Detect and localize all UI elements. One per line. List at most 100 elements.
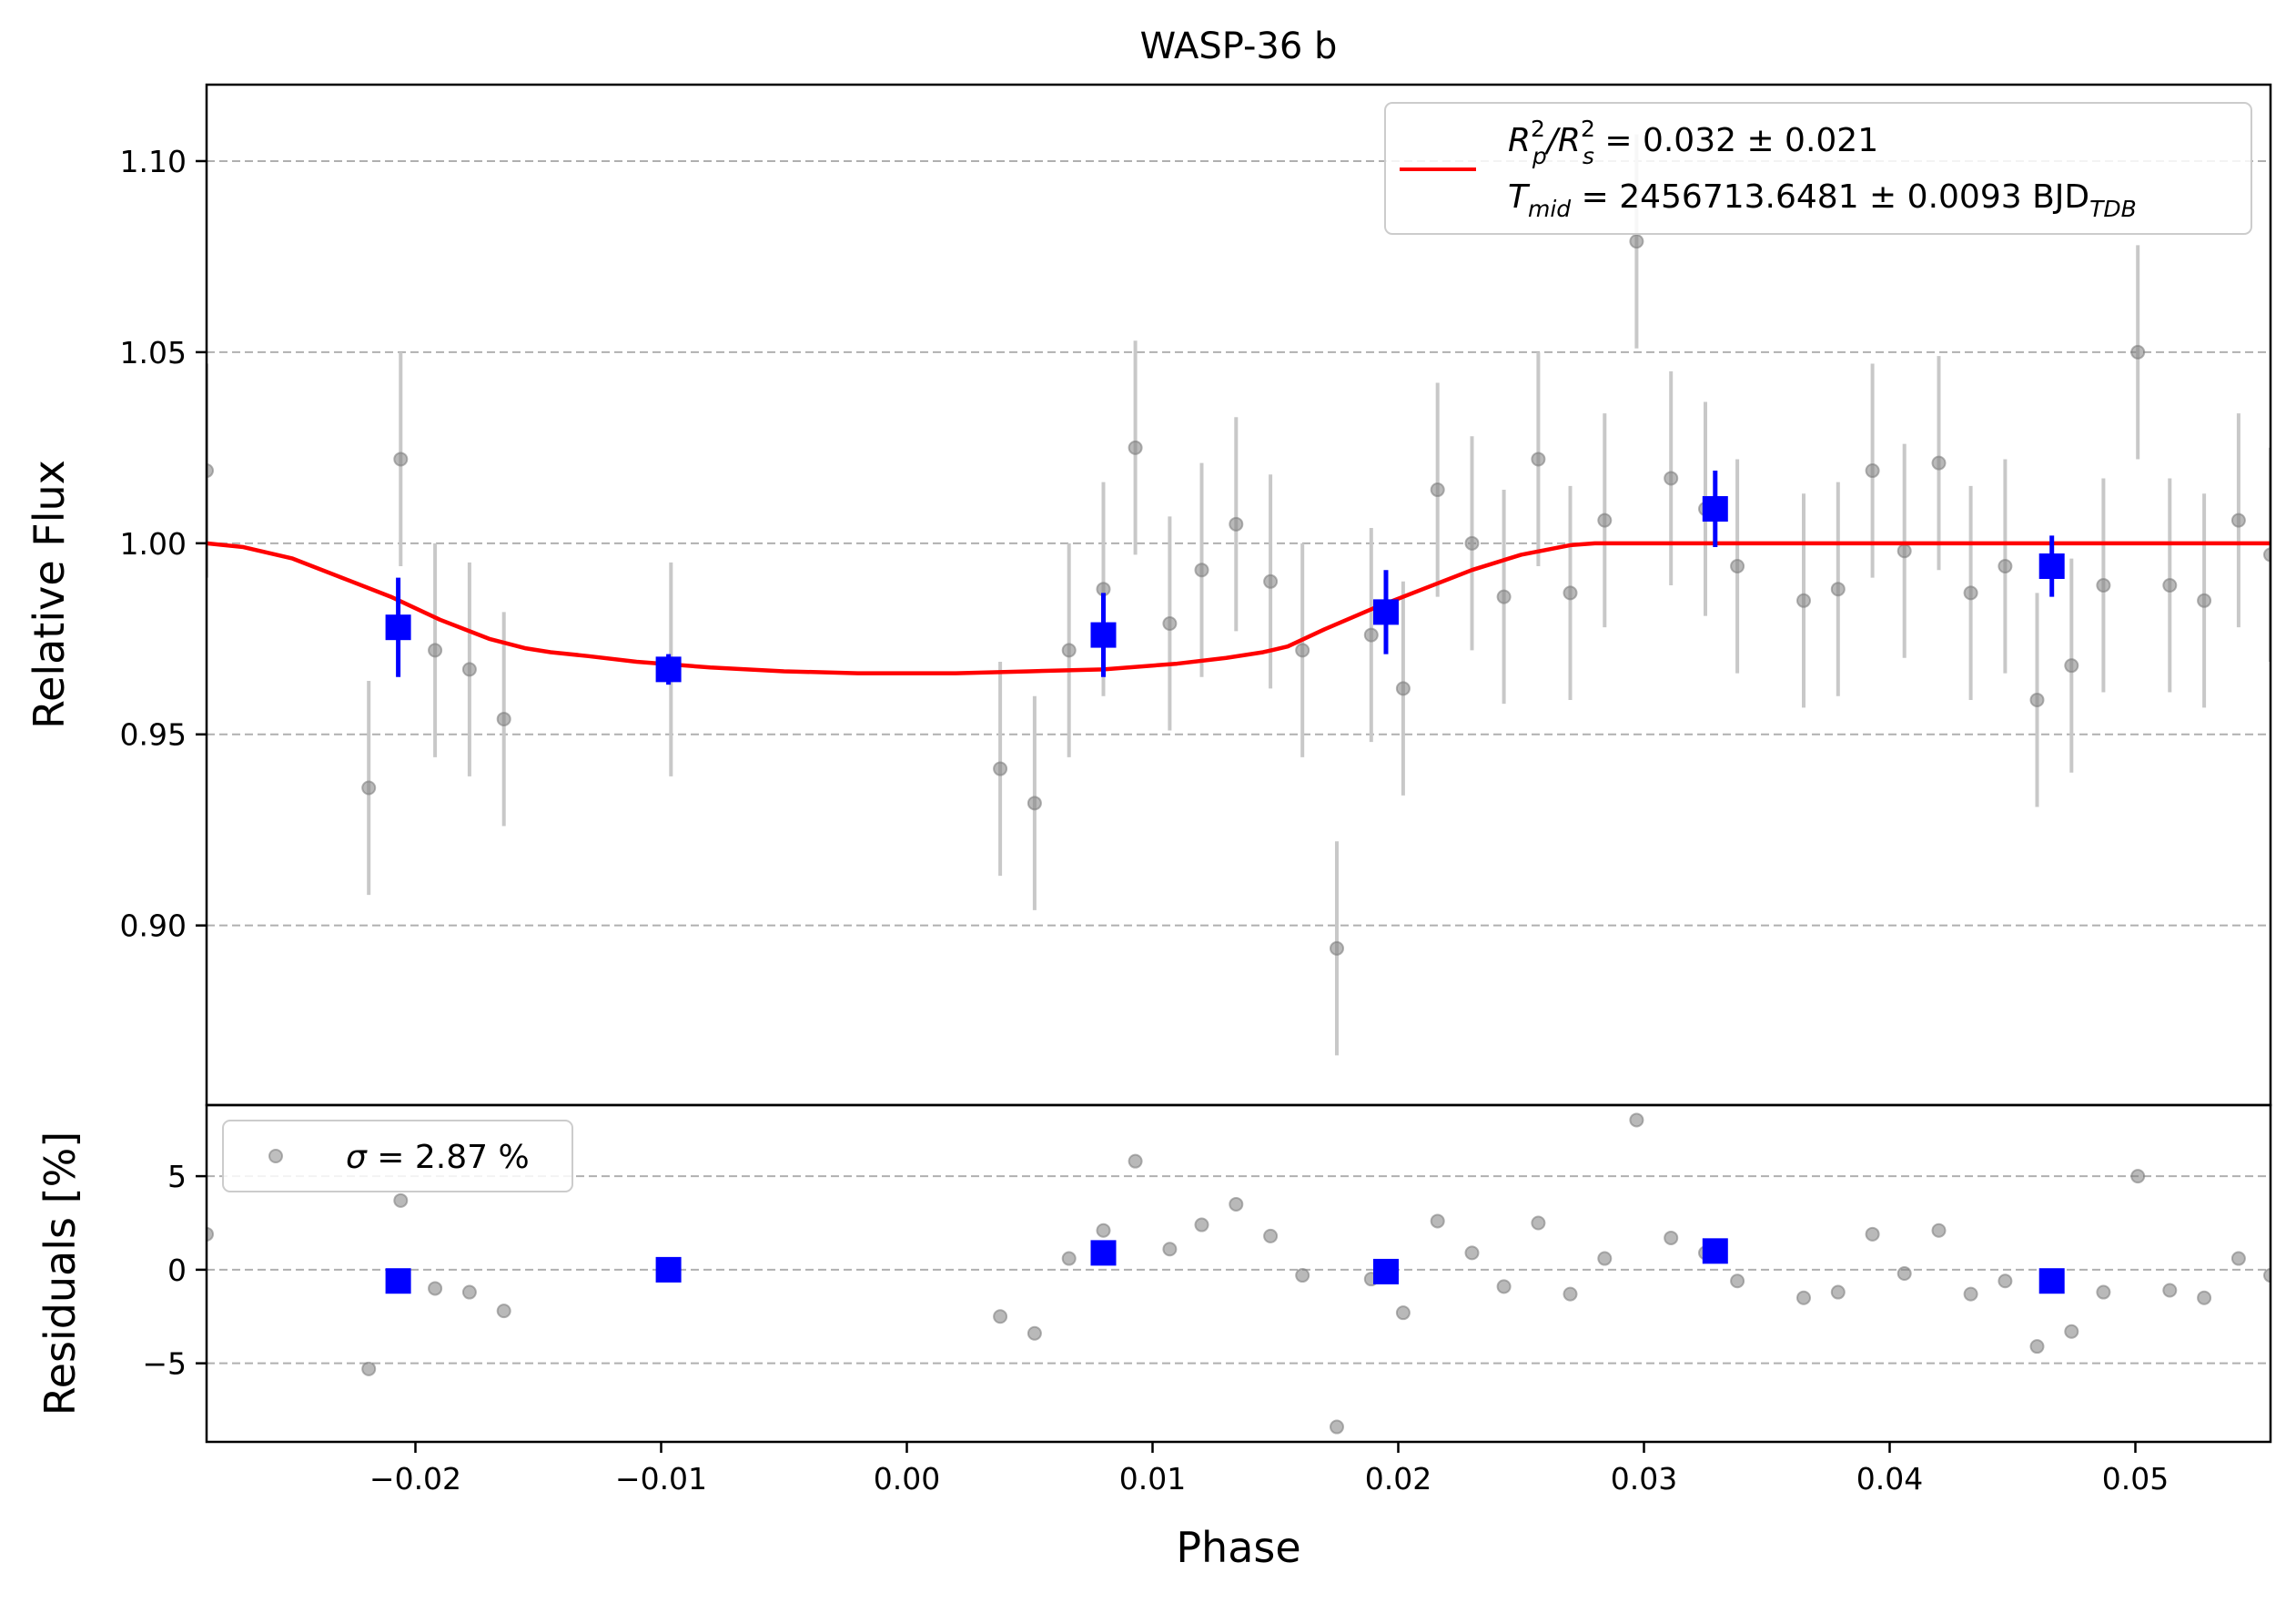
residual-binned-point [1702, 1238, 1728, 1264]
residual-legend-box [222, 1120, 573, 1192]
flux-raw-point [1162, 615, 1178, 631]
flux-raw-points [207, 234, 2271, 956]
flux-legend-ratio-label: R2 p/R2 s = 0.032 ± 0.021 [1508, 116, 1878, 169]
residual-raw-point [207, 1226, 214, 1242]
residual-raw-point [1963, 1286, 1978, 1302]
flux-raw-point [1263, 573, 1279, 589]
flux-raw-point [461, 662, 477, 677]
residual-raw-point [1229, 1196, 1244, 1212]
flux-raw-point [1931, 455, 1947, 471]
flux-raw-point [1830, 582, 1846, 597]
flux-legend-box [1384, 102, 2252, 235]
residual-raw-point [1531, 1215, 1546, 1231]
x-tick-label: −0.02 [369, 1461, 461, 1496]
flux-raw-point [2263, 547, 2271, 563]
residual-raw-point [1998, 1273, 2013, 1289]
residual-raw-point [2162, 1283, 2178, 1298]
flux-raw-point [1963, 585, 1978, 601]
flux-binned-points [385, 471, 2065, 685]
flux-legend: R2 p/R2 s = 0.032 ± 0.021 Tmid = 2456713.6… [1384, 102, 2252, 235]
residual-binned-point [1090, 1240, 1117, 1266]
residual-raw-point [1395, 1305, 1411, 1321]
x-tick-label: 0.05 [2102, 1461, 2169, 1496]
x-tick-label: 0.02 [1365, 1461, 1431, 1496]
residual-raw-point [1664, 1230, 1679, 1245]
x-axis-ticks: −0.02 −0.01 0.00 0.01 0.02 0.03 0.04 0.05 [369, 1442, 2169, 1496]
residual-raw-point [496, 1304, 511, 1319]
flux-raw-point [1194, 563, 1209, 578]
flux-raw-point [1496, 589, 1512, 604]
flux-raw-point [2230, 512, 2246, 528]
flux-raw-point [1395, 681, 1411, 696]
residual-raw-point [1496, 1279, 1512, 1294]
flux-raw-point [361, 780, 377, 796]
flux-binned-point [1702, 496, 1728, 522]
flux-raw-point [1998, 559, 2013, 574]
flux-raw-point [2029, 692, 2045, 707]
chart-title: WASP-36 b [1140, 25, 1338, 67]
residual-binned-point [655, 1256, 682, 1283]
flux-raw-point [428, 643, 443, 658]
flux-raw-point [1629, 234, 1644, 249]
flux-gridlines [207, 159, 2271, 927]
residual-binned-point [385, 1268, 411, 1294]
flux-raw-point [207, 463, 214, 479]
residual-legend: σ = 2.87 % [222, 1120, 573, 1192]
flux-model-curve [207, 541, 2271, 675]
flux-raw-point [1531, 451, 1546, 467]
flux-raw-point [1061, 643, 1077, 658]
residual-raw-point [1162, 1242, 1178, 1257]
flux-raw-point [1865, 463, 1880, 479]
residual-raw-point [1061, 1251, 1077, 1266]
residual-raw-point [1330, 1419, 1344, 1435]
x-axis-label: Phase [1176, 1523, 1300, 1572]
flux-y-ticks: 0.90 0.95 1.00 1.05 1.10 [120, 144, 207, 944]
flux-raw-point [993, 761, 1008, 776]
flux-raw-errorbars [207, 134, 2271, 1056]
residual-raw-point [2064, 1324, 2079, 1339]
flux-raw-point [1295, 643, 1310, 658]
flux-panel: 0.90 0.95 1.00 1.05 1.10 Relative Flux R2 p/R… [25, 83, 2272, 1107]
residual-legend-sigma-label: σ = 2.87 % [346, 1139, 530, 1176]
flux-raw-point [393, 451, 409, 467]
residual-raw-point [1796, 1290, 1811, 1305]
flux-raw-point [1464, 535, 1480, 551]
residual-panel-frame [205, 1103, 2272, 1444]
x-tick-label: 0.00 [874, 1461, 940, 1496]
residual-raw-point [1563, 1286, 1578, 1302]
flux-binned-point [1090, 622, 1117, 648]
residual-raw-point [1430, 1213, 1445, 1229]
residual-raw-point [2263, 1268, 2271, 1283]
x-tick-label: 0.01 [1119, 1461, 1186, 1496]
residual-raw-point [993, 1309, 1008, 1324]
flux-y-tick-label: 1.00 [120, 526, 187, 562]
x-tick-label: 0.03 [1611, 1461, 1677, 1496]
x-tick-label: 0.04 [1856, 1461, 1923, 1496]
residual-raw-point [2197, 1290, 2212, 1305]
flux-model-line [207, 541, 2271, 675]
flux-panel-frame [205, 83, 2272, 1107]
flux-raw-point [1128, 440, 1143, 455]
flux-binned-point [385, 614, 411, 641]
flux-raw-point [1330, 940, 1344, 956]
residual-panel: −5 0 5 Residuals [%] σ = 2.87 % [35, 1103, 2272, 1444]
residual-raw-point [2230, 1251, 2246, 1266]
residual-raw-point [1629, 1112, 1644, 1128]
residual-raw-point [1194, 1217, 1209, 1233]
flux-raw-point [1730, 559, 1745, 574]
residual-raw-point [1295, 1268, 1310, 1283]
flux-y-axis-label: Relative Flux [25, 460, 74, 729]
residual-raw-point [1896, 1266, 1912, 1281]
flux-raw-point [1896, 543, 1912, 559]
flux-binned-point [1373, 599, 1399, 625]
flux-raw-point [1430, 482, 1445, 498]
residual-binned-point [1373, 1258, 1399, 1284]
residual-legend-marker [268, 1149, 283, 1163]
residual-raw-point [1096, 1223, 1111, 1238]
x-tick-label: −0.01 [615, 1461, 707, 1496]
residual-raw-point [393, 1192, 409, 1208]
residual-raw-point [1027, 1325, 1042, 1341]
residual-raw-point [1464, 1245, 1480, 1261]
residual-raw-point [428, 1281, 443, 1296]
flux-raw-point [1027, 796, 1042, 811]
